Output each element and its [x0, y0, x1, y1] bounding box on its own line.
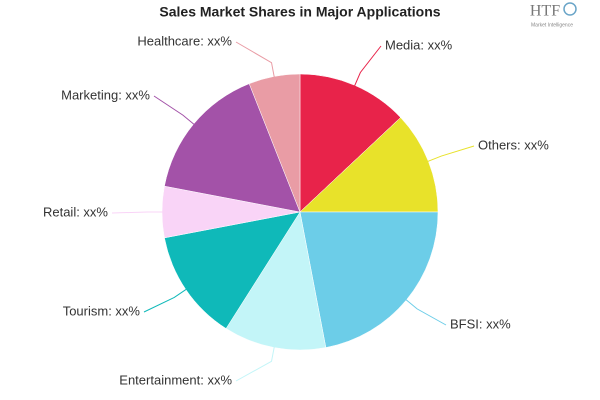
leader-line: [402, 297, 447, 326]
slice-label: Media: xx%: [385, 37, 453, 52]
leader-line: [111, 211, 166, 214]
leader-line: [143, 286, 190, 313]
logo-subtitle: Market Intelligence: [531, 22, 573, 28]
slice-label: Entertainment: xx%: [119, 372, 232, 387]
slice-label: Healthcare: xx%: [137, 33, 232, 48]
leader-line: [424, 145, 475, 164]
slice-label: BFSI: xx%: [450, 316, 511, 331]
logo: HTF Market Intelligence: [530, 2, 577, 28]
logo-text: HTF: [530, 3, 560, 20]
slice-label: Retail: xx%: [43, 204, 108, 219]
leader-line: [235, 343, 276, 382]
leader-line: [235, 41, 276, 81]
leader-line: [153, 95, 198, 127]
logo-icon: [563, 2, 577, 16]
slice-label: Tourism: xx%: [63, 303, 141, 318]
slice-label: Others: xx%: [478, 137, 549, 152]
leader-line: [352, 45, 382, 90]
slice-label: Marketing: xx%: [61, 87, 150, 102]
chart-title: Sales Market Shares in Major Application…: [159, 4, 440, 20]
